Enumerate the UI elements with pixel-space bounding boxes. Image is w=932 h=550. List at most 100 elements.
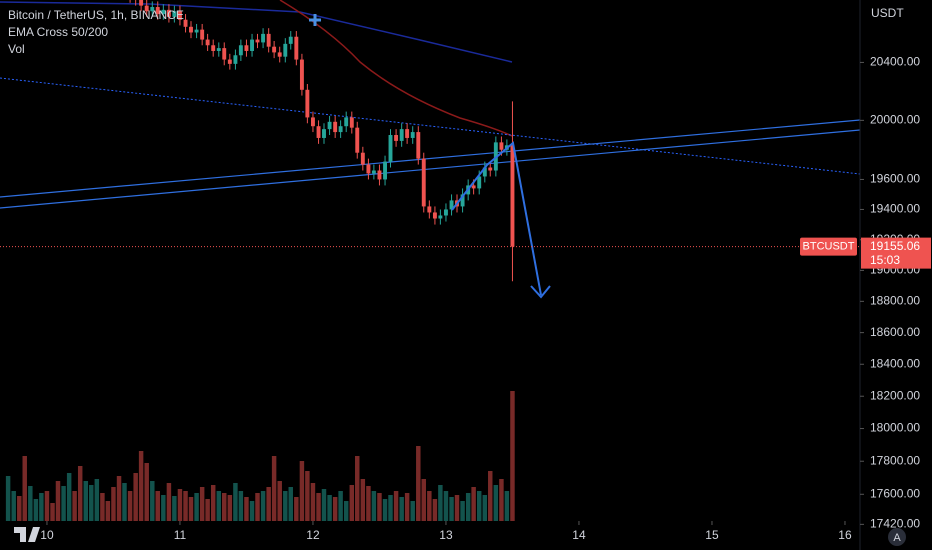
candle-body (155, 7, 160, 15)
volume-bar (366, 486, 371, 521)
arrow-path (451, 141, 542, 296)
y-tick-label: 18600.00 (870, 325, 920, 339)
volume-bar (94, 479, 100, 521)
price-tag: 19155.06 (870, 239, 920, 253)
volume-bar (377, 493, 382, 521)
volume-bar (360, 479, 366, 521)
candle-body (177, 11, 182, 20)
volume-bar (61, 486, 66, 521)
drawings (0, 0, 860, 209)
volume-bar (44, 491, 50, 521)
cross-marker (309, 14, 321, 26)
volume-bar (499, 479, 504, 521)
volume-bar (227, 495, 233, 521)
volume-bar (504, 491, 510, 521)
volume-bar (476, 491, 482, 521)
volume-bar (105, 501, 111, 521)
volume-bar (404, 493, 410, 521)
ema-50 (279, 0, 513, 137)
candle-body (444, 209, 448, 216)
candle-body (316, 126, 321, 138)
candle-body (383, 161, 387, 180)
volume-bar (166, 483, 172, 521)
candle-body (399, 129, 404, 141)
volume-bar (371, 491, 377, 521)
candle-body (416, 132, 421, 159)
volume-bar (454, 495, 460, 521)
volume-bar (144, 463, 149, 521)
volume-bar (210, 485, 216, 521)
candle-body (277, 52, 282, 57)
volume-bar (11, 491, 16, 521)
candle-body (327, 121, 332, 130)
candle-body (166, 9, 171, 17)
candle-body (222, 48, 227, 60)
candle-body (421, 158, 426, 207)
volume-bar (5, 476, 11, 521)
candle-body (360, 152, 365, 165)
volume-bar (510, 391, 515, 521)
volume-bar (216, 491, 222, 521)
volume-bar (222, 493, 227, 521)
volume-bar (83, 481, 89, 521)
volume-bar (260, 491, 266, 521)
volume-bar (399, 497, 404, 521)
candle-body (272, 46, 277, 53)
candle-body (144, 5, 149, 12)
volume-bar (288, 487, 293, 521)
y-tick-label: 19400.00 (870, 202, 920, 216)
volume-bar (438, 485, 443, 521)
volume-bar (28, 486, 33, 521)
volume-bar (416, 446, 421, 521)
y-tick-label: 18800.00 (870, 294, 920, 308)
trend-line (0, 129, 860, 209)
candle-body (311, 117, 315, 127)
candle-body (261, 33, 266, 43)
volume-bar (493, 485, 499, 521)
volume-bar (294, 497, 299, 521)
volume-bar (393, 491, 399, 521)
candle-body (189, 26, 193, 33)
volume-bar (249, 501, 255, 521)
arrow-head (530, 285, 551, 299)
candle-body (482, 167, 487, 177)
volume-bar (177, 489, 183, 521)
volume-bar (205, 499, 210, 521)
volume-bar (66, 473, 72, 521)
volume-bar (161, 495, 166, 521)
candle-body (299, 59, 304, 90)
candle-body (460, 194, 465, 207)
x-tick-label: 14 (572, 528, 586, 542)
candle-body (238, 45, 243, 56)
volume-bar (172, 496, 177, 521)
volume-bar (188, 497, 194, 521)
volume-bar (238, 491, 244, 521)
volume-bar (233, 483, 238, 521)
volume-bar (266, 487, 271, 521)
x-tick-label: 13 (439, 528, 453, 542)
x-tick-label: 15 (705, 528, 719, 542)
candle-body (349, 117, 354, 128)
volume-bar (271, 456, 277, 521)
candle-body (294, 36, 299, 60)
volume-bar (488, 471, 493, 521)
candle-body (194, 29, 199, 33)
volume-bar (482, 495, 488, 521)
candle-body (371, 170, 376, 174)
volume-bar (316, 493, 321, 521)
auto-button-label[interactable]: A (893, 532, 901, 544)
candle-body (449, 200, 454, 210)
volume-bar (72, 491, 77, 521)
candle-body (244, 45, 249, 51)
volume-bar (89, 485, 94, 521)
legend-line: EMA Cross 50/200 (8, 25, 108, 39)
candle-body (266, 33, 271, 47)
candle-body (255, 39, 260, 43)
volume-bar (382, 499, 388, 521)
candle-body (432, 212, 437, 219)
candle-body (355, 127, 360, 153)
volume-bar (349, 485, 355, 521)
auto-button[interactable] (888, 528, 906, 546)
